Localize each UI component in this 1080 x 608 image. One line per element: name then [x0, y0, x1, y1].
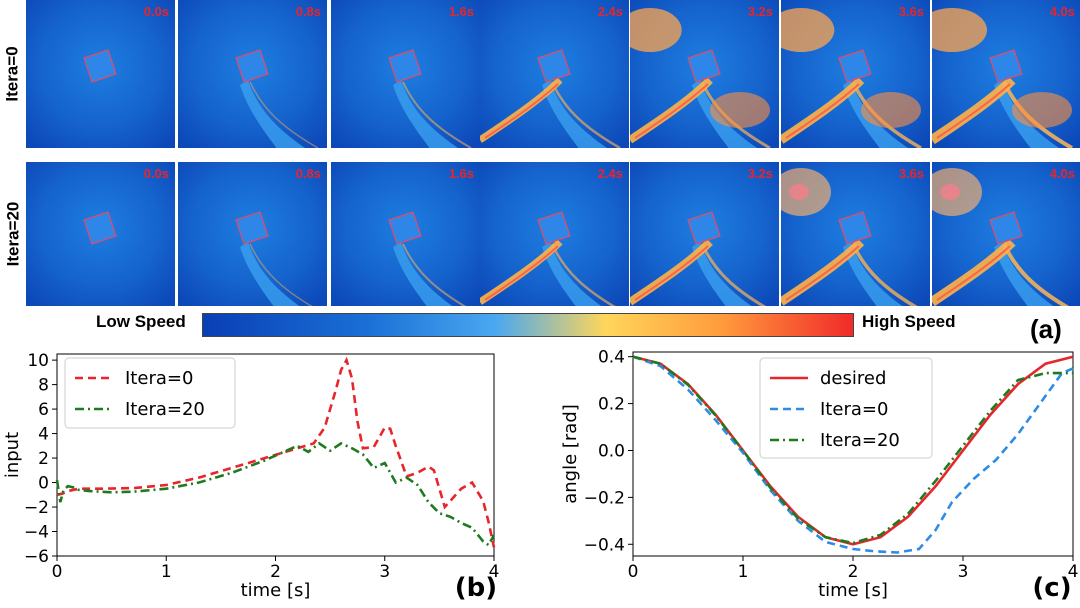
flow-frame: 4.0s — [932, 162, 1080, 306]
legend-box — [759, 357, 933, 459]
legend-label: Itera=20 — [125, 399, 205, 420]
frame-time-label: 1.6s — [448, 166, 474, 181]
panel-label: (c) — [1032, 573, 1071, 603]
frame-time-label: 4.0s — [1049, 166, 1075, 181]
flow-frame: 2.4s — [480, 0, 629, 148]
y-tick-label: 10 — [27, 351, 49, 371]
y-tick-label: −4 — [24, 523, 49, 543]
x-tick-label: 2 — [270, 562, 281, 582]
flow-frame: 3.2s — [630, 0, 779, 148]
colorbar-high-label: High Speed — [862, 312, 956, 331]
flow-frame: 1.6s — [331, 0, 480, 148]
x-tick-label: 4 — [489, 562, 500, 582]
flow-frame: 3.6s — [781, 162, 930, 306]
flow-frame: 2.4s — [480, 162, 629, 306]
x-tick-label: 2 — [848, 562, 859, 582]
frame-time-label: 2.4s — [597, 4, 623, 19]
flow-frame: 0.0s — [26, 162, 175, 306]
panel-label-a: (a) — [1030, 314, 1062, 344]
x-axis-label: time [s] — [241, 580, 311, 601]
y-tick-label: 8 — [38, 376, 49, 396]
flow-frame: 3.6s — [781, 0, 930, 148]
frame-time-label: 3.6s — [898, 4, 924, 19]
panel-label: (b) — [455, 573, 497, 603]
frame-time-label: 2.4s — [597, 166, 623, 181]
legend-box — [64, 357, 236, 429]
y-tick-label: 0.2 — [598, 395, 625, 415]
y-tick-label: −0.4 — [584, 535, 625, 555]
flow-frame: 0.8s — [178, 0, 327, 148]
legend-label: Itera=0 — [820, 399, 888, 420]
x-tick-label: 3 — [379, 562, 390, 582]
flow-frame: 1.6s — [331, 162, 480, 306]
colorbar-low-label: Low Speed — [96, 312, 186, 331]
y-tick-label: 0 — [38, 474, 49, 494]
x-tick-label: 4 — [1068, 562, 1079, 582]
series-line-itera-0 — [632, 355, 1074, 554]
frame-time-label: 0.0s — [143, 166, 169, 181]
speed-colorbar — [202, 313, 854, 337]
y-tick-label: 0.4 — [598, 348, 625, 368]
frame-time-label: 0.8s — [295, 4, 321, 19]
flow-frame: 4.0s — [932, 0, 1080, 148]
x-tick-label: 0 — [52, 562, 63, 582]
frame-time-label: 0.0s — [143, 4, 169, 19]
legend-label: Itera=0 — [125, 368, 193, 389]
legend-label: desired — [820, 368, 886, 389]
x-axis-label: time [s] — [818, 580, 888, 601]
y-tick-label: −6 — [24, 547, 49, 567]
angle-chart: 0 1 2 3 4 0.4 0.2 0.0 −0.2 −0.4 time [s] angle [rad… — [560, 348, 1079, 603]
frame-time-label: 3.2s — [747, 4, 773, 19]
series-line-itera-20 — [632, 355, 1073, 545]
legend-label: Itera=20 — [820, 430, 900, 451]
x-tick-label: 1 — [161, 562, 172, 582]
flow-frame: 3.2s — [630, 162, 779, 306]
row-label-1: Itera=20 — [0, 162, 26, 306]
frame-time-label: 4.0s — [1049, 4, 1075, 19]
frame-time-label: 1.6s — [448, 4, 474, 19]
x-tick-label: 3 — [958, 562, 969, 582]
series-line-itera-20 — [55, 441, 496, 547]
row-label-text: Itera=0 — [3, 46, 23, 102]
row-label-text: Itera=20 — [3, 201, 22, 267]
y-axis-label: angle [rad] — [560, 404, 581, 504]
y-axis-label: input — [2, 432, 23, 478]
row-label-0: Itera=0 — [0, 0, 26, 148]
flow-frame: 0.0s — [26, 0, 175, 148]
frame-time-label: 3.2s — [747, 166, 773, 181]
flow-frame: 0.8s — [178, 162, 327, 306]
y-tick-label: 0.0 — [598, 441, 625, 461]
input-chart: 0 1 2 3 4 10 8 6 4 2 0 −2 −4 −6 time [s] input Itera=0 It… — [2, 351, 500, 603]
x-tick-label: 1 — [738, 562, 749, 582]
y-tick-label: −0.2 — [584, 488, 625, 508]
frame-time-label: 0.8s — [295, 166, 321, 181]
y-tick-label: 2 — [38, 449, 49, 469]
series-line-itera-0 — [56, 356, 496, 548]
y-tick-label: 4 — [38, 425, 49, 445]
y-tick-label: −2 — [24, 498, 49, 518]
x-tick-label: 0 — [628, 562, 639, 582]
y-tick-label: 6 — [38, 400, 49, 420]
frame-time-label: 3.6s — [898, 166, 924, 181]
